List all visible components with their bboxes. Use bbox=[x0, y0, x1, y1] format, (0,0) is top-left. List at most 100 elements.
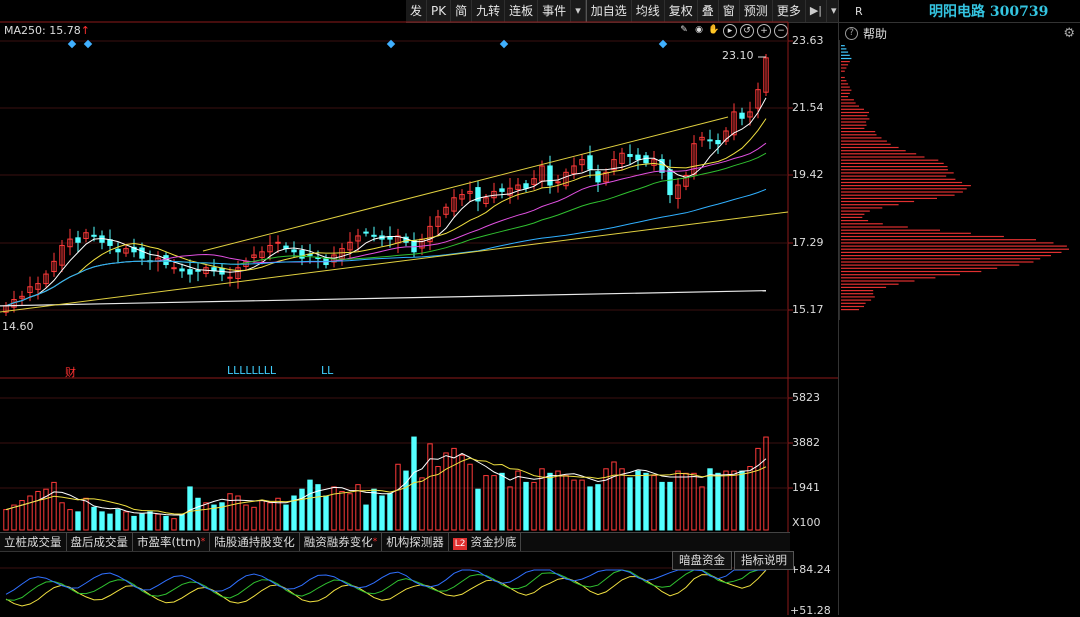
volume-bar bbox=[523, 481, 529, 531]
candle-body bbox=[163, 255, 169, 266]
toolbar-collapse-icon[interactable]: ▶| bbox=[806, 0, 827, 22]
toolbar-jiuzhuan-button[interactable]: 九转 bbox=[472, 0, 506, 22]
volume-profile-bar bbox=[841, 255, 1051, 257]
toolbar-adjust-button[interactable]: 复权 bbox=[665, 0, 698, 22]
ma250-line bbox=[0, 290, 767, 307]
indicator-sub-buttons: 暗盘资金 指标说明 bbox=[672, 551, 796, 570]
gear-icon[interactable]: ⚙ bbox=[1063, 26, 1075, 41]
candle-body bbox=[755, 89, 761, 109]
event-diamond-icon bbox=[386, 39, 396, 49]
volume-bar bbox=[659, 481, 665, 531]
play-icon[interactable]: ▸ bbox=[723, 24, 737, 38]
volume-bar bbox=[299, 488, 305, 531]
candle-body bbox=[563, 171, 569, 187]
toolbar-lianban-button[interactable]: 连板 bbox=[505, 0, 539, 22]
tab-after-hours-volume[interactable]: 盘后成交量 bbox=[67, 533, 133, 551]
event-diamond-icon bbox=[499, 39, 509, 49]
toolbar-window-button[interactable]: 窗 bbox=[719, 0, 740, 22]
volume-bar bbox=[267, 502, 273, 531]
candlestick-chart[interactable] bbox=[0, 0, 838, 615]
candle-body bbox=[139, 247, 145, 259]
candle-body bbox=[363, 231, 369, 234]
price-axis-label: 23.63 bbox=[792, 34, 824, 47]
volume-profile-bar bbox=[841, 290, 874, 292]
toolbar-ma-button[interactable]: 均线 bbox=[632, 0, 665, 22]
tab-pe-ttm[interactable]: 市盈率(ttm)* bbox=[133, 533, 211, 551]
candle-body bbox=[275, 241, 281, 244]
volume-bar bbox=[739, 470, 745, 531]
volume-bar bbox=[203, 502, 209, 531]
tab-standing-volume[interactable]: 立桩成交量 bbox=[0, 533, 67, 551]
toolbar-simple-button[interactable]: 简 bbox=[451, 0, 473, 22]
volume-bar bbox=[339, 490, 345, 531]
volume-profile-bar bbox=[841, 51, 849, 53]
volume-bar bbox=[323, 495, 329, 531]
volume-profile-bar bbox=[841, 267, 998, 269]
candle-body bbox=[635, 154, 641, 161]
volume-bar bbox=[611, 461, 617, 531]
l-markers-group-1[interactable]: LLLLLLLL bbox=[227, 364, 277, 377]
volume-bar bbox=[243, 504, 249, 531]
candle-body bbox=[595, 171, 601, 183]
volume-profile-bar bbox=[841, 131, 876, 133]
volume-bar bbox=[531, 481, 537, 531]
eye-icon[interactable]: ◉ bbox=[695, 25, 703, 35]
toolbar-pk-button[interactable]: PK bbox=[427, 0, 452, 22]
volume-bar bbox=[371, 488, 377, 531]
candle-body bbox=[107, 239, 113, 246]
toolbar-overlay-button[interactable]: 叠 bbox=[698, 0, 719, 22]
volume-profile-bar bbox=[841, 127, 865, 129]
candle-body bbox=[171, 267, 177, 270]
tab-bottom-fishing[interactable]: L2 资金抄底 bbox=[449, 533, 522, 551]
volume-profile-bar bbox=[841, 108, 864, 110]
volume-bar bbox=[459, 454, 465, 531]
help-row[interactable]: ? 帮助 bbox=[839, 23, 1080, 43]
volume-profile-bar bbox=[841, 137, 882, 139]
volume-profile-bar bbox=[841, 105, 859, 107]
volume-profile-bar bbox=[841, 235, 1004, 238]
candle-body bbox=[131, 246, 137, 253]
ma-line bbox=[5, 142, 767, 307]
indicator-help-button[interactable]: 指标说明 bbox=[734, 551, 794, 570]
tab-northbound-holding[interactable]: 陆股通持股变化 bbox=[210, 533, 300, 551]
volume-bar bbox=[731, 470, 737, 531]
volume-bar bbox=[59, 502, 65, 531]
candle-body bbox=[723, 130, 729, 142]
volume-profile-bar bbox=[841, 258, 1041, 260]
toolbar-events-dropdown[interactable]: ▾ bbox=[571, 0, 586, 22]
min-price-label: 14.60 bbox=[2, 320, 34, 333]
volume-profile-bar bbox=[841, 226, 908, 228]
volume-profile-bar bbox=[841, 124, 867, 126]
l-markers-group-2[interactable]: LL bbox=[321, 364, 334, 377]
volume-profile-bar bbox=[841, 200, 915, 203]
volume-profile-bar bbox=[841, 216, 863, 218]
volume-profile-bar bbox=[841, 188, 967, 190]
candle-body bbox=[619, 152, 625, 164]
volume-bar bbox=[691, 472, 697, 531]
undo-icon[interactable]: ↺ bbox=[740, 24, 754, 38]
toolbar-events-button[interactable]: 事件 bbox=[538, 0, 572, 22]
volume-profile-bar bbox=[841, 245, 1067, 247]
help-label[interactable]: 帮助 bbox=[863, 26, 888, 41]
financial-report-marker[interactable]: 财 bbox=[65, 366, 76, 379]
help-icon[interactable]: ? bbox=[845, 26, 858, 40]
dark-pool-funds-button[interactable]: 暗盘资金 bbox=[672, 551, 732, 570]
candle-body bbox=[59, 244, 65, 266]
toolbar-forecast-button[interactable]: 预测 bbox=[740, 0, 773, 22]
volume-bar bbox=[83, 497, 89, 531]
candle-body bbox=[299, 250, 305, 259]
zoom-in-icon[interactable]: + bbox=[757, 24, 771, 38]
tab-institution-detector[interactable]: 机构探测器 bbox=[382, 533, 449, 551]
toolbar-add-watchlist-button[interactable]: 加自选 bbox=[585, 0, 632, 22]
tab-margin-trading[interactable]: 融资融券变化* bbox=[300, 533, 383, 551]
ma250-up-arrow-icon: ↑ bbox=[80, 24, 90, 37]
toolbar-fa-button[interactable]: 发 bbox=[406, 0, 428, 22]
indicator-line bbox=[5, 569, 766, 601]
pencil-icon[interactable]: ✎ bbox=[680, 25, 688, 35]
volume-profile-bar bbox=[841, 175, 947, 177]
volume-bar bbox=[475, 488, 481, 531]
volume-profile-bar bbox=[841, 121, 867, 123]
hand-icon[interactable]: ✋ bbox=[708, 25, 720, 35]
toolbar-more-button[interactable]: 更多 bbox=[773, 0, 806, 22]
candle-body bbox=[715, 140, 721, 145]
